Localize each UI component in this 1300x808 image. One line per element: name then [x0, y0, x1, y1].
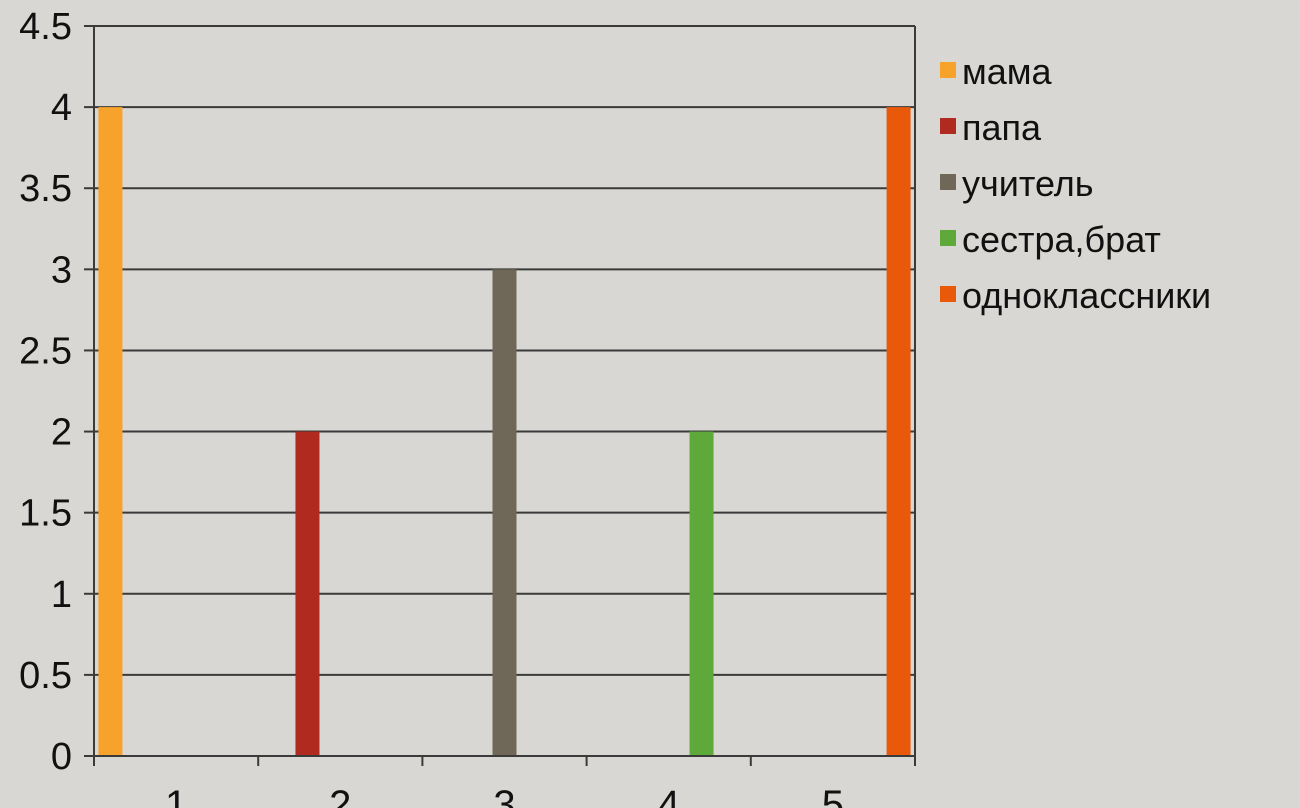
- legend-label: сестра,брат: [962, 219, 1161, 260]
- y-tick-label: 3: [51, 249, 72, 291]
- y-tick-label: 4: [51, 87, 72, 129]
- y-tick-label: 0: [51, 736, 72, 778]
- x-tick-label: 1: [165, 783, 187, 808]
- tick-labels: 0 0.5 1 1.5 2 2.5 3 3.5 4 4.5 1 2 3 4 5: [19, 6, 844, 808]
- y-tick-label: 2.5: [19, 330, 72, 372]
- y-tick-label: 1.5: [19, 493, 72, 535]
- y-tick-label: 0.5: [19, 655, 72, 697]
- bar-2: [295, 431, 320, 756]
- axes: [84, 25, 916, 766]
- y-tick-label: 2: [51, 412, 72, 454]
- x-tick-label: 4: [658, 783, 680, 808]
- y-tick-label: 1: [51, 574, 72, 616]
- bar-4: [689, 431, 714, 756]
- y-tick-label: 3.5: [19, 168, 72, 210]
- legend-label: одноклассники: [962, 275, 1211, 316]
- bar-1: [98, 107, 123, 757]
- legend-label: папа: [962, 107, 1042, 148]
- x-tick-label: 5: [822, 783, 844, 808]
- legend-label: учитель: [962, 163, 1094, 204]
- legend-label: мама: [962, 51, 1053, 92]
- legend-swatch: [940, 286, 956, 302]
- x-tick-label: 3: [493, 783, 515, 808]
- legend-swatch: [940, 118, 956, 134]
- y-tick-label: 4.5: [19, 6, 72, 48]
- legend-swatch: [940, 230, 956, 246]
- bar-5: [886, 107, 911, 757]
- bar-3: [492, 269, 517, 756]
- legend-swatch: [940, 62, 956, 78]
- x-tick-label: 2: [329, 783, 351, 808]
- legend-swatch: [940, 174, 956, 190]
- legend: мама папа учитель сестра,брат одноклассники: [940, 51, 1211, 316]
- bars: [98, 107, 911, 757]
